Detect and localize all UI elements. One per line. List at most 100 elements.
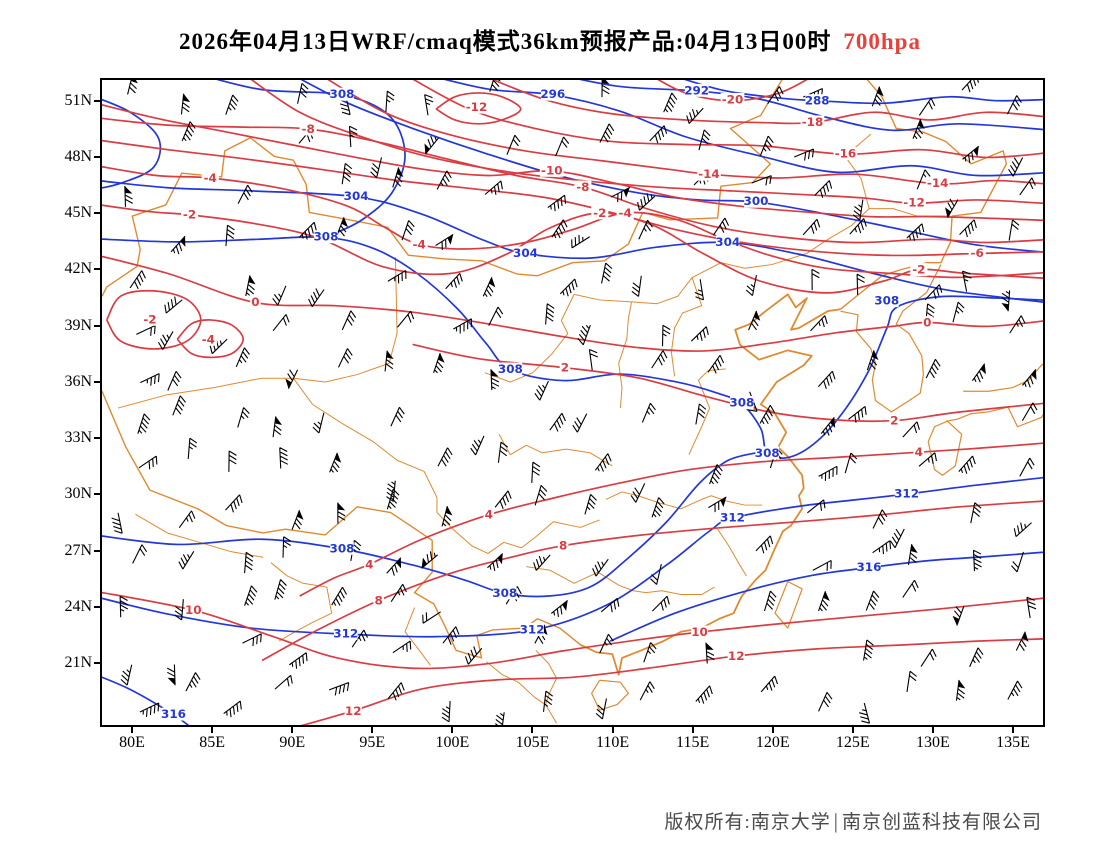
temperature-contour [435,92,522,125]
lon-tick-label: 95E [359,734,386,751]
contour-label-bg [180,208,199,222]
boundary-line [270,562,333,642]
temperature-contour-label: -18 [802,115,824,129]
contour-label-bg [968,246,986,260]
lat-axis-tick [94,493,100,496]
contour-label-bg [333,626,358,640]
temperature-contour [102,165,1043,279]
lon-tick-label: 105E [515,734,550,751]
lon-axis-tick [691,727,694,733]
contour-label-bg [720,510,745,524]
contour-label-bg [540,87,565,101]
contour-label-bg [410,238,428,251]
wind-barbs-layer [111,80,1038,725]
map-plot-frame: -20 -18 -16 -14 -14 -12 -12 -10 -8 -8 -6 -4 -4 -4 -4 -2… [100,78,1045,727]
temperature-contour-label: -2 [183,208,196,222]
boundary-line [102,390,581,659]
lon-tick-label: 115E [676,734,710,751]
contour-label-bg [201,171,219,185]
height-contour-label: 308 [755,446,780,460]
contour-label-bg [690,625,709,639]
lon-tick-label: 80E [119,734,145,751]
temperature-contour-label: 2 [890,414,898,428]
lat-tick-label: 36N [64,372,92,390]
copyright-company: 南京创蓝科技有限公司 [841,812,1042,833]
copyright-separator: | [833,809,839,833]
contour-label-bg [616,206,634,220]
temperature-contour-label: -4 [413,237,426,251]
boundary-line [618,301,633,409]
temperature-contour [102,204,1043,294]
boundary-line [535,650,558,724]
contour-label-bg [894,486,919,500]
lat-tick-label: 42N [64,260,92,278]
contour-label-bg [483,508,495,522]
temperature-contour-label: -6 [971,246,984,260]
temperature-contour-label: -10 [541,163,563,177]
lon-tick-label: 135E [996,734,1030,751]
boundary-line [945,406,1043,428]
boundary-line [591,679,629,711]
boundary-line [963,363,1043,392]
lon-axis-tick [611,727,614,733]
contour-label-bg [161,707,186,721]
temperature-contour-label: 4 [485,508,493,522]
contour-label-bg [925,176,950,190]
height-contour [443,80,1043,177]
contour-label-bg [684,83,709,97]
chart-title-level: 700hpa [843,29,921,54]
height-contour-label: 312 [720,510,745,524]
height-contours-layer [102,80,1043,725]
temperature-contour-label: -8 [301,122,314,136]
lat-axis-tick [94,662,100,665]
temperature-contour [491,80,1043,125]
contour-label-bg [727,649,745,663]
temperature-contour-label: -20 [722,92,744,106]
height-contour-label: 304 [715,235,740,249]
temperature-contour-label: -16 [835,147,857,161]
temperature-contour-label: 0 [251,295,259,309]
temperature-contour-label: 12 [728,649,745,663]
temperature-contour [102,139,1043,257]
lat-tick-label: 30N [64,485,92,503]
lat-tick-label: 21N [64,654,92,672]
lon-axis-tick [131,727,134,733]
lon-tick-label: 110E [595,734,630,751]
temperature-contour-label: 8 [559,539,567,553]
contour-label-bg [902,196,926,209]
contour-label-bg [800,115,825,129]
temperature-contour-label: -2 [593,206,606,220]
height-contour-label: 316 [856,560,881,574]
height-contour-label: 312 [520,622,545,636]
contour-label-bg [720,92,745,106]
lon-axis-tick [931,727,934,733]
contour-labels-layer: -20-18-16-14-14-12-12-10-8-8-6-4-4-4-4-2… [141,83,986,721]
contour-label-bg [363,557,375,571]
height-contour [102,180,1043,303]
lon-axis-tick [531,727,534,733]
height-contour-label: 308 [492,586,517,600]
contour-map-canvas: -20-18-16-14-14-12-12-10-8-8-6-4-4-4-4-2… [102,80,1043,725]
boundary-line [117,257,398,409]
temperature-contour-label: -2 [143,312,156,326]
boundary-line [840,80,1008,310]
height-contour-label: 308 [313,230,338,244]
temperature-contour-label: -4 [619,206,632,220]
temperature-contour [300,638,1043,725]
height-contour-label: 312 [894,486,919,500]
temperature-contour-label: 0 [923,315,931,329]
lon-axis-tick [211,727,214,733]
temperature-contour-label: -14 [927,176,949,190]
contour-label-bg [922,316,933,329]
contour-label-bg [141,312,159,326]
temperature-contour [102,591,1043,670]
height-contour [102,236,1043,459]
lat-tick-label: 51N [64,91,92,109]
contour-label-bg [889,414,900,428]
contour-label-bg [373,594,384,607]
contour-label-bg [299,122,317,136]
boundary-line [717,528,747,577]
lat-tick-label: 33N [64,429,92,447]
height-contour [102,476,1043,638]
